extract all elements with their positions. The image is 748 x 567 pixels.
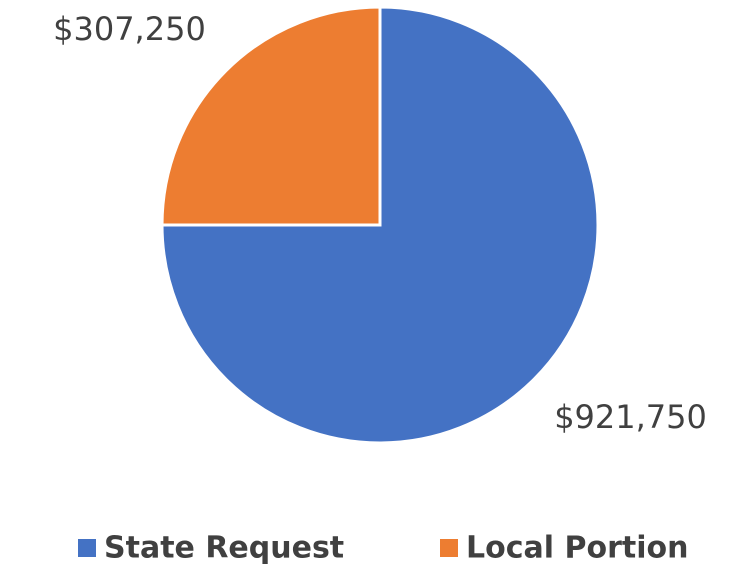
legend-swatch xyxy=(78,539,96,557)
legend-label: Local Portion xyxy=(466,531,688,566)
legend-swatch xyxy=(440,539,458,557)
data-label: $921,750 xyxy=(554,398,707,436)
data-label: $307,250 xyxy=(53,10,206,48)
legend-label: State Request xyxy=(104,531,344,566)
pie-slice xyxy=(160,5,382,227)
